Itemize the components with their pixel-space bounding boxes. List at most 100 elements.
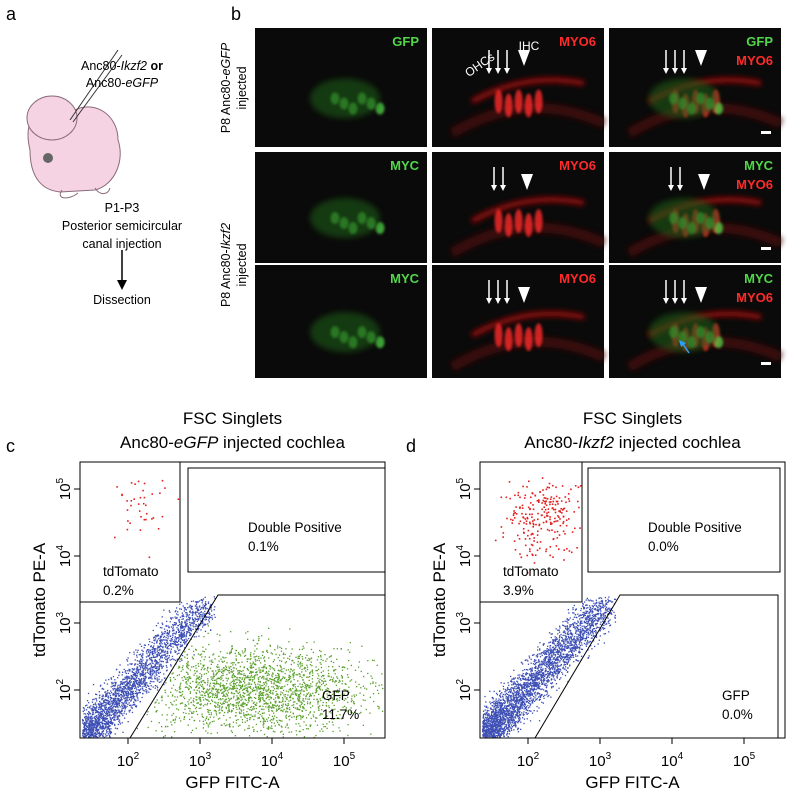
event-dot [196,671,197,672]
event-dot [172,646,173,647]
event-dot [200,663,201,664]
event-dot [299,705,300,706]
event-dot [175,689,176,690]
event-dot [503,688,504,689]
event-dot [104,719,105,720]
event-dot [94,717,95,718]
event-dot [278,670,279,671]
event-dot [207,700,208,701]
event-dot [214,658,215,659]
event-dot [253,729,254,730]
event-dot [322,660,323,661]
event-dot [195,605,196,606]
event-dot [228,709,229,710]
event-dot [272,667,273,668]
event-dot [129,697,130,698]
event-dot [250,654,251,655]
event-dot [202,602,203,603]
event-dot [170,692,171,693]
event-dot [115,693,116,694]
event-dot [157,649,158,650]
event-dot [186,623,187,624]
event-dot [562,674,563,675]
event-dot [130,682,131,683]
event-dot [335,680,336,681]
event-dot [218,678,219,679]
event-dot [244,651,245,652]
event-dot [377,690,378,691]
event-dot [166,621,167,622]
event-dot [308,714,309,715]
event-dot [126,673,127,674]
event-dot [282,678,283,679]
event-dot [133,696,134,697]
event-dot [316,683,317,684]
event-dot [203,721,204,722]
event-dot [172,656,173,657]
event-dot [240,716,241,717]
event-dot [179,624,180,625]
event-dot [202,607,203,608]
event-dot [159,659,160,660]
event-dot [280,702,281,703]
event-dot [169,610,170,611]
event-dot [363,699,364,700]
event-dot [300,731,301,732]
event-dot [254,664,255,665]
event-dot [235,712,236,713]
event-dot [332,679,333,680]
event-dot [186,681,187,682]
event-dot [164,487,166,489]
event-dot [125,681,126,682]
cell-annotation: IHC [519,39,540,53]
event-dot [542,668,543,669]
event-dot [158,669,159,670]
event-dot [311,695,312,696]
event-dot [151,661,152,662]
event-dot [199,708,200,709]
event-dot [309,680,310,681]
event-dot [131,698,132,699]
event-dot [146,653,147,654]
group-label: P8 Anc80-Ikzf2 [219,223,233,307]
event-dot [246,684,247,685]
event-dot [298,694,299,695]
event-dot [298,665,299,666]
event-dot [304,736,305,737]
event-dot [307,667,308,668]
event-dot [197,612,198,613]
event-dot [326,705,327,706]
event-dot [173,625,174,626]
event-dot [310,685,311,686]
event-dot [327,728,328,729]
event-dot [108,702,109,703]
scale-bar [761,362,771,365]
event-dot [270,707,271,708]
event-dot [269,665,270,666]
event-dot [302,665,303,666]
event-dot [136,669,137,670]
event-dot [260,670,261,671]
event-dot [157,680,158,681]
event-dot [227,690,228,691]
event-dot [294,691,295,692]
event-dot [169,631,170,632]
event-dot [323,670,324,671]
event-dot [175,660,176,661]
event-dot [115,699,116,700]
event-dot [106,732,107,733]
event-dot [95,724,96,725]
event-dot [155,637,156,638]
event-dot [208,696,209,697]
event-dot [303,646,304,647]
event-dot [113,703,114,704]
event-dot [254,678,255,679]
event-dot [315,670,316,671]
event-dot [185,621,186,622]
event-dot [200,701,201,702]
event-dot [315,735,316,736]
event-dot [111,679,112,680]
event-dot [161,632,162,633]
event-dot [253,687,254,688]
event-dot [604,628,605,629]
